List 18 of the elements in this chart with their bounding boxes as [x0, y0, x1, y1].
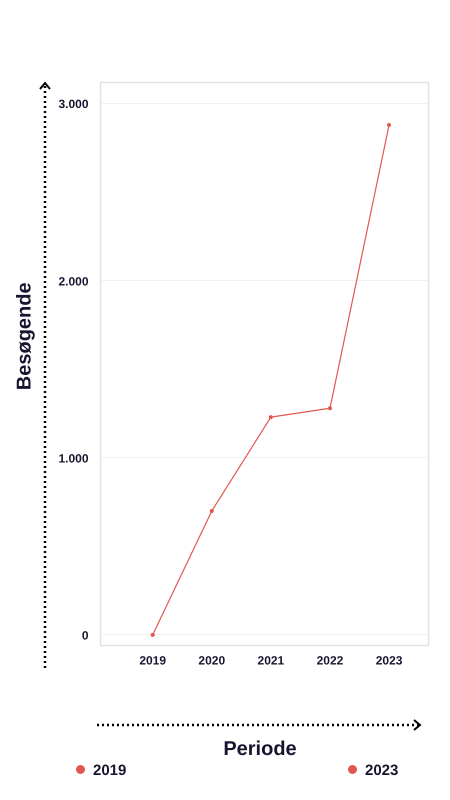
y-tick-label: 1.000: [58, 451, 89, 466]
point: [268, 415, 273, 420]
y-tick-label: 0: [82, 628, 89, 642]
y-tick-label: 3.000: [58, 97, 89, 112]
text: 2019: [92, 761, 126, 781]
x-axis-title: Periode: [222, 737, 298, 762]
point: [210, 508, 214, 513]
x-tick-label: 2021: [258, 654, 285, 668]
x-tick-label: 2023: [376, 654, 403, 668]
point: [328, 406, 332, 410]
x-tick-label: 2019: [139, 654, 166, 668]
x-tick-label: 2020: [198, 654, 226, 668]
x-tick-label: 2022: [316, 654, 344, 668]
point: [150, 632, 155, 637]
y-axis-title: Besøgende: [12, 281, 37, 392]
text: 2023: [364, 761, 398, 781]
y-tick-label: 2.000: [58, 274, 89, 288]
point: [387, 122, 392, 127]
